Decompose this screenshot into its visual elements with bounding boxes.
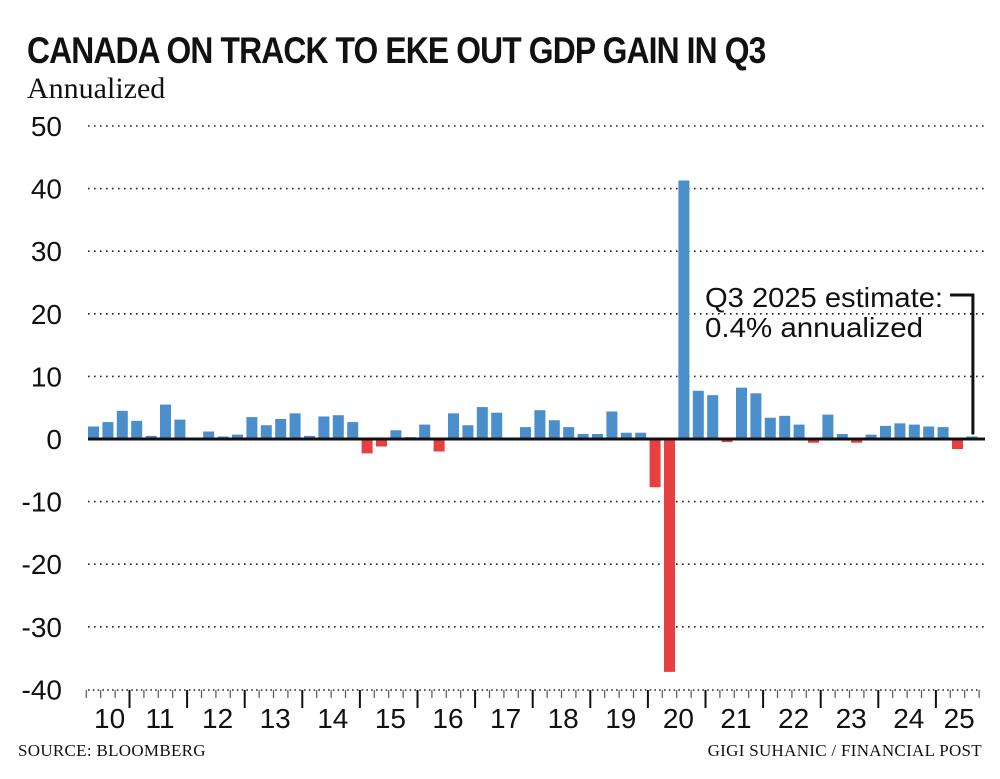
bar-2010-q2 (88, 426, 99, 439)
y-tick-label: 20 (31, 299, 62, 330)
bar-2021-q2 (721, 439, 733, 443)
x-year-label: 10 (94, 703, 125, 734)
x-year-label: 15 (375, 703, 406, 734)
bar-2024-q2 (894, 423, 906, 439)
bar-2013-q3 (275, 418, 287, 439)
bar-2017-q2 (491, 412, 503, 439)
x-year-label: 24 (893, 703, 924, 734)
x-year-label: 20 (663, 703, 694, 734)
bar-2018-q2 (548, 420, 560, 439)
bar-2020-q3 (678, 180, 690, 439)
bar-2010-q3 (102, 422, 114, 439)
bar-2011-q2 (145, 435, 157, 439)
y-tick-label: -30 (22, 612, 62, 643)
y-axis-ticks: 50 40 30 20 10 0 -10 -20 -30 -40 (22, 111, 62, 705)
bar-2020-q2 (664, 439, 675, 672)
bar-2016-q4 (462, 425, 474, 439)
bar-2011-q4 (174, 419, 186, 439)
bar-2022-q4 (808, 439, 819, 443)
bar-2018-q4 (577, 433, 589, 439)
x-year-label: 13 (260, 703, 291, 734)
bar-2018-q3 (563, 427, 575, 439)
bars (88, 180, 978, 672)
x-year-label: 14 (317, 703, 348, 734)
bar-2016-q3 (448, 413, 459, 439)
bar-2025-q2 (952, 439, 963, 450)
bar-2014-q1 (304, 435, 315, 439)
bar-2019-q2 (606, 411, 618, 439)
bar-2019-q3 (620, 432, 632, 439)
x-year-label: 23 (836, 703, 867, 734)
credit-note: GIGI SUHANIC / FINANCIAL POST (707, 741, 982, 760)
y-tick-label: 0 (46, 424, 62, 455)
chart-title: CANADA ON TRACK TO EKE OUT GDP GAIN IN Q… (27, 30, 766, 71)
bar-2011-q1 (131, 420, 143, 439)
bar-2023-q1 (822, 414, 834, 439)
estimate-annotation: Q3 2025 estimate: 0.4% annualized (705, 282, 975, 435)
bar-2019-q4 (635, 432, 647, 439)
bar-2021-q3 (736, 387, 747, 439)
source-note: SOURCE: BLOOMBERG (18, 741, 206, 760)
x-year-label: 17 (490, 703, 521, 734)
y-tick-label: -20 (22, 549, 62, 580)
bar-2021-q4 (750, 393, 762, 439)
x-year-label: 18 (548, 703, 579, 734)
annotation-line-2: 0.4% annualized (705, 312, 923, 343)
bar-2021-q1 (707, 395, 719, 439)
bar-2016-q2 (433, 439, 445, 452)
bar-2011-q3 (160, 404, 171, 439)
bar-2024-q1 (880, 425, 891, 439)
bar-2012-q2 (203, 431, 215, 439)
x-year-label: 25 (944, 703, 975, 734)
x-year-label: 21 (720, 703, 751, 734)
bar-2020-q4 (692, 390, 704, 439)
bar-2020-q1 (649, 439, 661, 488)
bar-2014-q3 (332, 415, 344, 439)
bar-2017-q1 (476, 407, 488, 439)
x-year-label: 22 (778, 703, 809, 734)
bar-2013-q4 (289, 413, 301, 439)
y-tick-label: -40 (22, 674, 62, 705)
bar-2018-q1 (534, 410, 546, 439)
x-year-label: 16 (432, 703, 463, 734)
y-tick-label: 30 (31, 236, 62, 267)
gridlines (88, 125, 985, 628)
bar-2024-q4 (923, 426, 935, 439)
annotation-line-1: Q3 2025 estimate: (705, 282, 943, 313)
bar-2013-q2 (260, 425, 272, 439)
annotation-leader-line (950, 293, 975, 435)
bar-2012-q4 (232, 434, 243, 439)
bar-2015-q2 (376, 439, 387, 447)
bar-2016-q1 (419, 424, 431, 439)
y-tick-label: 50 (31, 111, 62, 142)
y-tick-label: 10 (31, 361, 62, 392)
bar-2014-q4 (347, 422, 359, 439)
y-tick-label: -10 (22, 487, 62, 518)
bar-2022-q1 (764, 417, 776, 439)
bar-2014-q2 (318, 416, 330, 439)
bar-2013-q1 (246, 417, 258, 439)
bar-2024-q3 (908, 424, 920, 439)
x-year-label: 12 (202, 703, 233, 734)
x-year-label: 19 (605, 703, 636, 734)
x-year-label: 11 (145, 703, 174, 734)
bar-2017-q4 (520, 427, 531, 439)
x-axis: 10 11 12 13 14 15 16 17 18 19 20 21 22 23 24 25 (85, 689, 981, 734)
bar-2019-q1 (592, 433, 603, 439)
bar-2015-q1 (361, 439, 373, 454)
bar-2023-q2 (836, 433, 848, 439)
bar-2023-q4 (865, 434, 877, 439)
bar-2015-q3 (390, 430, 402, 439)
chart-subtitle: Annualized (27, 72, 166, 105)
bar-2022-q3 (793, 424, 805, 439)
bar-2023-q3 (851, 439, 863, 443)
bar-2022-q2 (779, 415, 791, 439)
y-tick-label: 40 (31, 174, 62, 205)
bar-2010-q4 (116, 410, 128, 439)
bar-2025-q1 (937, 427, 949, 439)
